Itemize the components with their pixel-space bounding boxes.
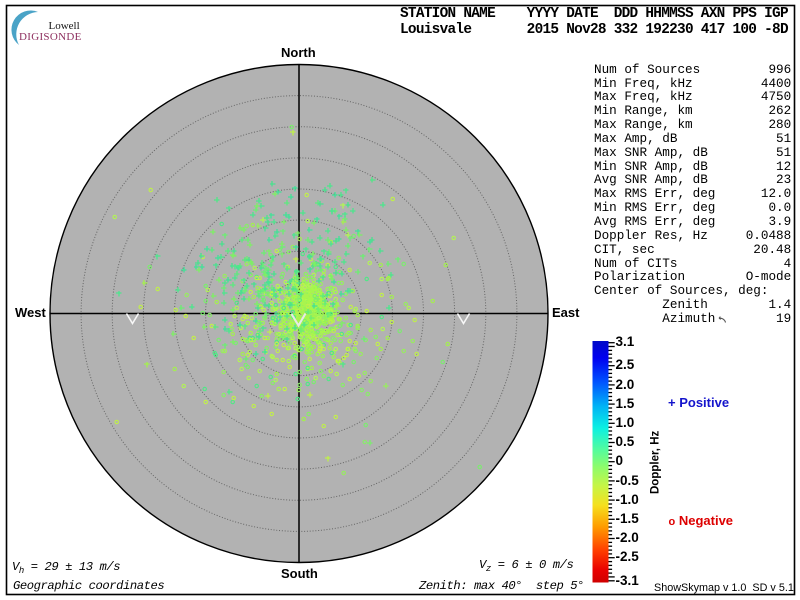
svg-text:Doppler, Hz: Doppler, Hz (650, 430, 662, 494)
